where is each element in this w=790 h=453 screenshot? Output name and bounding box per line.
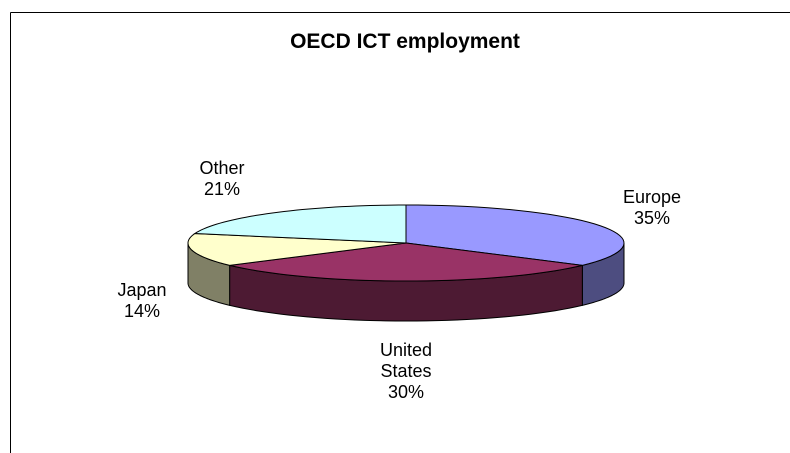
value-label: 35% — [633, 208, 671, 228]
category-label: United States — [379, 340, 433, 381]
data-label: Other 21% — [177, 158, 267, 200]
value-label: 30% — [387, 382, 425, 402]
data-label: Japan 14% — [97, 280, 187, 322]
pie-slice — [187, 233, 407, 266]
pie-slice — [229, 242, 583, 282]
pie-slice — [193, 204, 407, 244]
chart-title: OECD ICT employment — [290, 30, 520, 53]
value-label: 14% — [123, 301, 161, 321]
category-label: Japan — [117, 280, 167, 300]
pie-slice — [405, 204, 625, 266]
data-label: Europe 35% — [607, 187, 697, 229]
data-label: United States 30% — [361, 340, 451, 403]
category-label: Europe — [622, 187, 682, 207]
category-label: Other — [199, 158, 245, 178]
value-label: 21% — [203, 179, 241, 199]
